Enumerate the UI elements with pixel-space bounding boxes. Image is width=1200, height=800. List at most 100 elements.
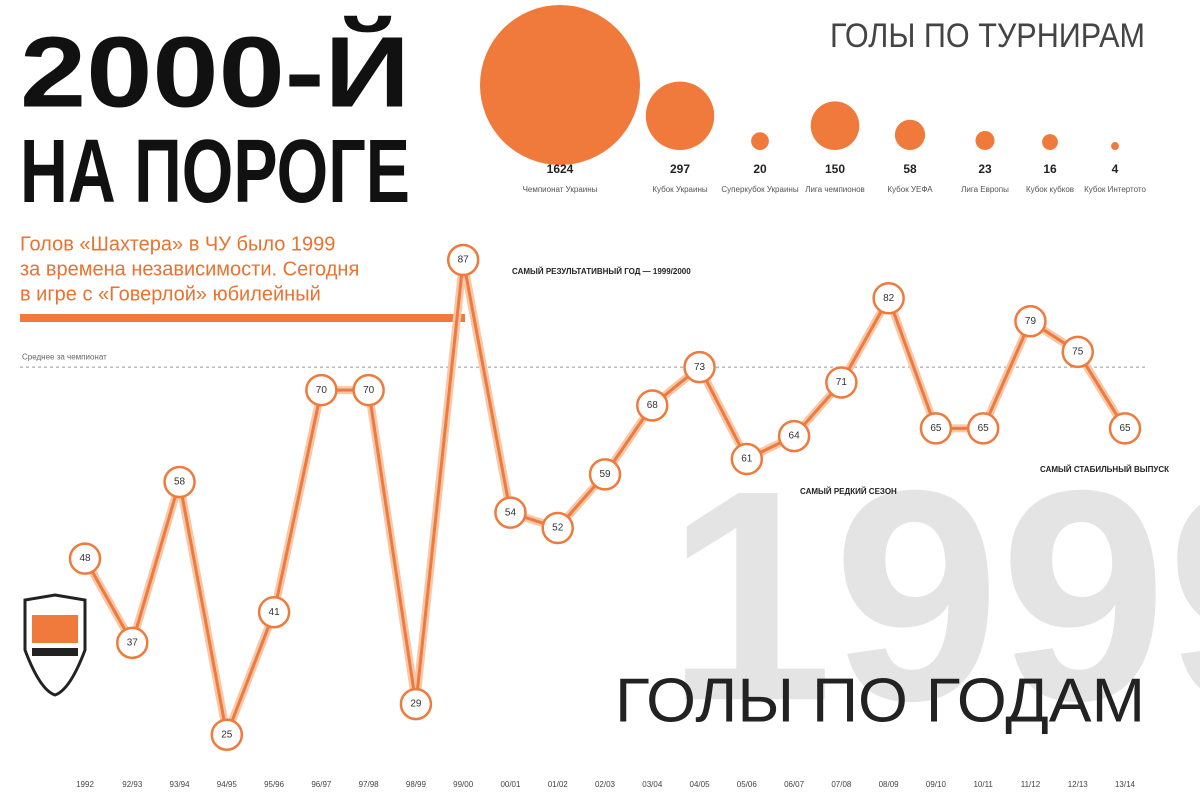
headline: 2000-Й	[20, 15, 410, 128]
bubble	[645, 81, 715, 150]
bubble-value: 1624	[547, 162, 574, 176]
point-label: 79	[1025, 316, 1037, 327]
x-tick-label: 13/14	[1115, 780, 1136, 789]
bubble-value: 4	[1112, 162, 1119, 176]
point-label: 25	[221, 729, 233, 740]
point	[588, 458, 622, 491]
annotation: САМЫЙ РЕЗУЛЬТАТИВНЫЙ ГОД — 1999/2000	[512, 267, 691, 276]
bubble-value: 23	[978, 162, 992, 176]
point-label: 82	[883, 293, 895, 304]
bubble-label: Кубок Интертото	[1084, 185, 1146, 194]
point-label: 58	[174, 477, 186, 488]
x-tick-label: 93/94	[170, 780, 191, 789]
point-label: 68	[647, 400, 659, 411]
point-label: 54	[505, 507, 517, 518]
bubble-label: Лига Европы	[961, 185, 1009, 194]
bubble-value: 297	[670, 162, 690, 176]
bubble-label: Кубок УЕФА	[887, 185, 933, 194]
point	[163, 465, 196, 499]
x-tick-label: 95/96	[264, 780, 285, 789]
bubble	[1111, 142, 1119, 150]
x-tick-label: 92/93	[122, 780, 143, 789]
point	[1061, 335, 1094, 369]
bubble	[894, 119, 926, 150]
point	[494, 496, 527, 529]
accent-bar	[20, 314, 465, 322]
x-tick-label: 02/03	[595, 780, 616, 789]
point-label: 70	[363, 385, 375, 396]
subtitle: за времена независимости. Сегодня	[20, 258, 359, 280]
x-tick-label: 08/09	[879, 780, 900, 789]
point	[730, 442, 764, 476]
x-tick-label: 03/04	[642, 780, 663, 789]
line-title: ГОЛЫ ПО ГОДАМ	[615, 666, 1145, 735]
x-tick-label: 10/11	[973, 780, 993, 789]
point	[305, 373, 338, 407]
bubble	[810, 101, 860, 150]
bubble-value: 20	[753, 162, 767, 176]
bubble	[480, 5, 640, 165]
bubble	[1042, 134, 1058, 150]
x-tick-label: 01/02	[548, 780, 569, 789]
background-number: 1999	[666, 427, 1200, 763]
point	[210, 718, 244, 751]
point-label: 87	[458, 255, 470, 266]
point	[683, 350, 716, 384]
point-label: 64	[789, 431, 801, 442]
logo	[23, 593, 87, 697]
point	[872, 282, 905, 315]
point	[825, 366, 858, 399]
x-tick-label: 05/06	[737, 780, 758, 789]
x-tick-label: 1992	[76, 780, 94, 789]
bubble-label: Чемпионат Украины	[523, 185, 598, 194]
point	[777, 419, 811, 453]
point	[352, 373, 385, 407]
x-tick-label: 98/99	[406, 780, 427, 789]
average-label: Среднее за чемпионат	[22, 352, 107, 361]
subtitle: в игре с «Говерлой» юбилейный	[20, 283, 321, 305]
x-tick-label: 12/13	[1068, 780, 1089, 789]
point-label: 37	[127, 637, 139, 648]
x-tick-label: 04/05	[690, 780, 711, 789]
point-label: 65	[978, 423, 990, 434]
bubble-value: 150	[825, 162, 845, 176]
subtitle: Голов «Шахтера» в ЧУ было 1999	[20, 233, 335, 255]
point	[966, 412, 1000, 445]
annotation: САМЫЙ РЕДКИЙ СЕЗОН	[800, 487, 897, 496]
x-tick-label: 07/08	[831, 780, 852, 789]
x-tick-label: 96/97	[311, 780, 332, 789]
bubble-label: Кубок кубков	[1026, 185, 1074, 194]
point	[68, 542, 102, 575]
bubble-label: Кубок Украины	[652, 185, 708, 194]
point-label: 75	[1072, 346, 1084, 357]
x-tick-label: 09/10	[926, 780, 947, 789]
point-label: 59	[599, 469, 611, 480]
point-label: 29	[410, 699, 422, 710]
point-label: 52	[552, 523, 564, 534]
bubble	[751, 132, 769, 151]
headline: НА ПОРОГЕ	[20, 122, 410, 222]
bubble	[975, 130, 995, 150]
x-tick-label: 06/07	[784, 780, 805, 789]
x-tick-label: 00/01	[500, 780, 521, 789]
point	[116, 626, 149, 660]
point-label: 41	[269, 607, 281, 618]
x-tick-label: 94/95	[217, 780, 238, 789]
point-label: 71	[836, 377, 848, 388]
point-label: 65	[930, 423, 942, 434]
x-tick-label: 11/12	[1021, 780, 1041, 789]
point	[636, 389, 669, 422]
bubble-title: ГОЛЫ ПО ТУРНИРАМ	[830, 17, 1145, 55]
point-label: 65	[1119, 423, 1131, 434]
point	[1108, 412, 1142, 445]
bubble-value: 58	[903, 162, 917, 176]
x-tick-label: 97/98	[359, 780, 380, 789]
x-tick-label: 99/00	[453, 780, 474, 789]
bubble-label: Суперкубок Украины	[721, 185, 798, 194]
bubble-label: Лига чемпионов	[805, 185, 865, 194]
annotation: САМЫЙ СТАБИЛЬНЫЙ ВЫПУСК	[1040, 465, 1169, 474]
point	[446, 243, 480, 277]
point-label: 70	[316, 385, 328, 396]
point	[541, 511, 574, 545]
